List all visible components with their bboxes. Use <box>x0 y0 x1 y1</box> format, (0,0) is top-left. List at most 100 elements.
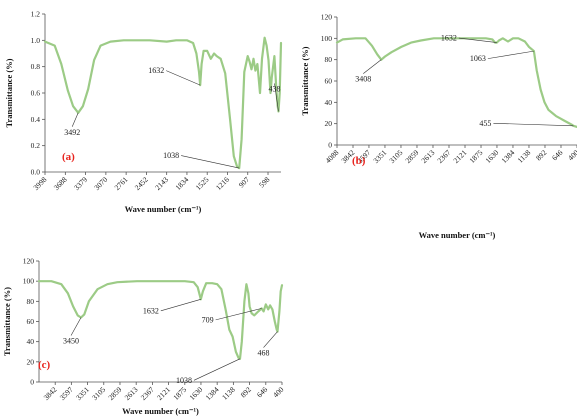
x-tick-label: 3351 <box>371 148 388 165</box>
y-tick-label: 100 <box>321 34 333 43</box>
y-tick-label: 0.2 <box>31 141 41 150</box>
peak-annotation: 455 <box>479 119 491 128</box>
y-tick-label: 0 <box>328 141 332 150</box>
annotation-leader <box>263 331 278 348</box>
peak-annotation: 1038 <box>176 376 192 385</box>
y-tick-label: 40 <box>325 98 333 107</box>
x-tick-label: 3842 <box>42 385 59 402</box>
x-tick-label: 1525 <box>194 175 211 192</box>
x-tick-label: 2452 <box>133 175 150 192</box>
annotation-leader <box>70 317 82 336</box>
y-tick-label: 120 <box>23 257 35 266</box>
x-tick-label: 1138 <box>516 148 533 165</box>
x-tick-label: 400 <box>566 148 577 162</box>
x-tick-label: 1875 <box>467 148 484 165</box>
x-axis-label: Wave number (cm⁻¹) <box>122 406 199 416</box>
y-tick-label: 100 <box>23 277 35 286</box>
peak-annotation: 709 <box>202 315 214 324</box>
x-tick-label: 2367 <box>139 385 156 402</box>
x-tick-label: 2761 <box>113 175 130 192</box>
x-tick-label: 3998 <box>31 175 48 192</box>
x-tick-label: 1630 <box>483 148 500 165</box>
y-axis-label: Transmittance (%) <box>300 46 310 115</box>
x-tick-label: 2121 <box>451 148 468 165</box>
x-axis-label: Wave number (cm⁻¹) <box>125 204 202 214</box>
annotation-leader <box>274 83 279 112</box>
y-tick-label: 80 <box>325 55 333 64</box>
annotation-leader <box>160 299 201 312</box>
y-tick-label: 0.6 <box>31 89 41 98</box>
panel-label: (b) <box>352 155 366 167</box>
peak-annotation: 1632 <box>441 34 457 43</box>
x-tick-label: 1875 <box>171 385 188 402</box>
y-tick-label: 40 <box>27 337 35 346</box>
annotation-leader <box>71 112 79 127</box>
x-tick-label: 2613 <box>419 148 436 165</box>
annotation-leader <box>193 358 241 381</box>
x-tick-label: 400 <box>271 385 285 399</box>
y-tick-label: 20 <box>325 119 333 128</box>
y-tick-label: 60 <box>325 77 333 86</box>
y-tick-label: 20 <box>27 357 35 366</box>
y-tick-label: 1.0 <box>31 36 41 45</box>
peak-annotation: 1632 <box>143 306 159 315</box>
peak-annotation: 1632 <box>148 66 164 75</box>
y-tick-label: 0.8 <box>31 62 41 71</box>
y-tick-label: 60 <box>27 317 35 326</box>
annotation-leader <box>487 50 534 59</box>
x-tick-label: 907 <box>237 175 251 189</box>
peak-annotation: 468 <box>258 349 270 358</box>
spectrum-line <box>37 280 284 360</box>
y-axis-label: Transmittance (%) <box>4 58 14 127</box>
annotation-leader <box>458 37 497 43</box>
annotation-leader <box>363 59 382 74</box>
x-axis-label: Wave number (cm⁻¹) <box>419 230 496 240</box>
x-tick-label: 1384 <box>499 148 516 165</box>
x-tick-label: 2613 <box>123 385 140 402</box>
x-tick-label: 3105 <box>90 385 107 402</box>
peak-annotation: 3408 <box>355 75 371 84</box>
y-axis-label: Transmittance (%) <box>2 287 12 356</box>
peak-annotation: 1063 <box>470 54 486 63</box>
x-tick-label: 2859 <box>403 148 420 165</box>
y-tick-label: 80 <box>27 297 35 306</box>
x-tick-label: 3105 <box>387 148 404 165</box>
x-tick-label: 2121 <box>155 385 172 402</box>
x-tick-label: 1138 <box>220 385 237 402</box>
y-tick-label: 1.2 <box>31 10 41 19</box>
x-tick-label: 2143 <box>153 175 170 192</box>
x-tick-label: 892 <box>534 148 548 162</box>
spectrum-line <box>335 37 577 128</box>
y-tick-label: 120 <box>321 13 333 22</box>
y-tick-label: 0 <box>30 378 34 387</box>
peak-annotation: 438 <box>269 84 281 93</box>
x-tick-label: 3597 <box>58 385 75 402</box>
panel-label: (c) <box>38 359 51 371</box>
peak-annotation: 3492 <box>64 128 80 137</box>
x-tick-label: 646 <box>550 148 564 162</box>
x-tick-label: 1384 <box>204 385 221 402</box>
x-tick-label: 4088 <box>323 148 340 165</box>
x-tick-label: 2859 <box>106 385 123 402</box>
x-tick-label: 1630 <box>187 385 204 402</box>
x-tick-label: 1216 <box>214 175 231 192</box>
x-tick-label: 3070 <box>92 175 109 192</box>
annotation-leader <box>493 123 574 127</box>
y-tick-label: 0.0 <box>31 168 41 177</box>
x-tick-label: 3379 <box>72 175 89 192</box>
y-tick-label: 0.4 <box>31 115 41 124</box>
spectrum-line <box>43 36 283 170</box>
x-tick-label: 598 <box>257 175 271 189</box>
x-tick-label: 2367 <box>435 148 452 165</box>
x-tick-label: 892 <box>239 385 253 399</box>
x-tick-label: 3688 <box>52 175 69 192</box>
x-tick-label: 1834 <box>173 175 190 192</box>
peak-annotation: 1038 <box>163 151 179 160</box>
annotation-leader <box>215 308 262 321</box>
panel-label: (a) <box>62 151 75 163</box>
x-tick-label: 646 <box>255 385 269 399</box>
peak-annotation: 3450 <box>63 336 79 345</box>
chart-a: 0.0 0.2 0.4 0.6 0.8 1.0 1.2 3998 3688 3379 3070 276… <box>4 10 283 214</box>
